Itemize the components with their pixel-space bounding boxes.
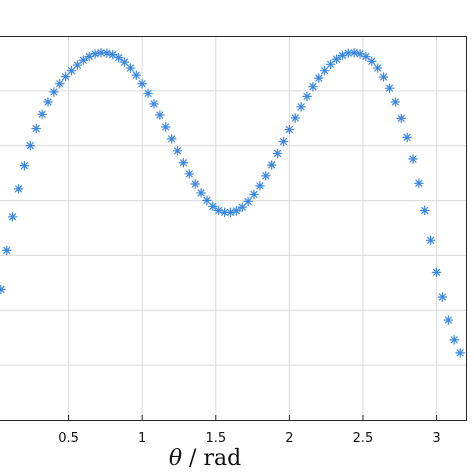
data-point-marker (160, 122, 171, 132)
data-point-marker (0, 284, 6, 295)
data-point-marker (113, 52, 124, 63)
data-point-marker (66, 65, 77, 76)
data-point-marker (225, 207, 236, 218)
data-point-marker (314, 73, 324, 83)
data-point-marker (390, 97, 401, 107)
data-point-marker (155, 110, 165, 120)
x-axis-label-text: / rad (182, 446, 241, 471)
data-point-marker (78, 55, 89, 66)
data-point-marker (1, 245, 12, 256)
data-point-marker (325, 59, 336, 70)
plot-frame (0, 36, 467, 421)
data-point-marker (119, 57, 130, 67)
data-point-marker (90, 49, 100, 59)
data-point-marker (319, 65, 330, 76)
data-point-marker (131, 70, 142, 80)
data-point-marker (449, 335, 460, 345)
data-point-marker (437, 292, 448, 302)
x-tick-label: 2 (285, 431, 293, 446)
data-point-marker (184, 169, 195, 179)
data-point-marker (137, 78, 147, 89)
data-point-marker (384, 83, 395, 93)
data-point-marker (25, 140, 36, 151)
x-tick-label: 2.5 (353, 431, 374, 446)
data-point-marker (249, 189, 259, 200)
data-point-marker (72, 60, 83, 70)
data-point-marker (125, 63, 136, 73)
data-point-marker (419, 205, 430, 216)
data-point-marker (361, 51, 371, 62)
data-point-marker (190, 179, 200, 189)
data-point-marker (290, 113, 301, 123)
data-point-marker (378, 72, 389, 82)
data-point-marker (296, 102, 306, 112)
data-point-marker (43, 97, 53, 107)
data-point-marker (202, 195, 212, 206)
x-axis-label: θ / rad (169, 446, 241, 471)
data-point-marker (19, 160, 30, 171)
data-point-marker (54, 78, 65, 89)
data-point-marker (196, 188, 206, 198)
x-axis-ticks: 0.5 1 1.5 2 2.5 3 (58, 415, 441, 446)
data-point-marker (261, 171, 271, 181)
data-point-marker (367, 56, 377, 67)
data-point-marker (372, 63, 383, 73)
data-point-marker (178, 157, 189, 168)
x-tick-label: 1.5 (205, 431, 226, 446)
data-point-marker (402, 132, 412, 143)
x-tick-label: 0.5 (58, 431, 79, 446)
data-point-marker (284, 124, 295, 135)
data-point-marker (243, 196, 253, 207)
grid-lines (0, 36, 466, 420)
data-point-marker (166, 134, 177, 144)
data-series (0, 47, 465, 358)
x-tick-label: 3 (432, 431, 440, 446)
data-point-marker (107, 49, 118, 60)
data-point-marker (208, 201, 218, 212)
data-point-marker (349, 47, 359, 58)
data-point-marker (455, 348, 465, 358)
data-point-marker (143, 88, 153, 99)
data-point-marker (213, 205, 224, 216)
data-point-marker (331, 54, 342, 64)
data-point-marker (278, 136, 289, 147)
data-point-marker (255, 181, 265, 191)
data-point-marker (172, 146, 183, 156)
x-tick-label: 1 (138, 431, 146, 446)
data-point-marker (425, 235, 436, 246)
data-point-marker (302, 91, 312, 102)
data-point-marker (149, 99, 159, 109)
data-point-marker (31, 123, 42, 134)
data-point-marker (13, 184, 24, 194)
data-point-marker (237, 202, 248, 212)
data-point-marker (266, 160, 277, 170)
x-axis-label-symbol: θ (169, 446, 182, 471)
data-point-marker (102, 48, 112, 58)
data-point-marker (37, 109, 47, 120)
data-point-marker (408, 154, 418, 164)
data-point-marker (308, 81, 318, 92)
data-point-marker (7, 212, 18, 222)
data-point-marker (231, 206, 242, 216)
data-point-marker (396, 113, 407, 124)
data-point-marker (272, 148, 283, 159)
data-point-marker (49, 87, 59, 97)
data-point-marker (431, 267, 442, 278)
data-point-marker (60, 71, 71, 82)
data-point-marker (443, 315, 454, 325)
data-point-marker (414, 178, 424, 189)
